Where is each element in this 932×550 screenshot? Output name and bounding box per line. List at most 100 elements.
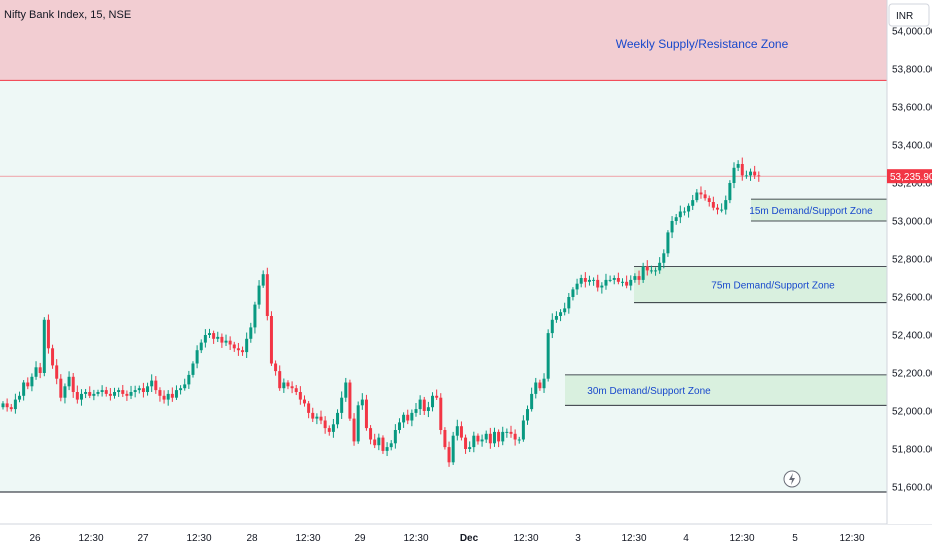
candle-body	[658, 262, 662, 271]
y-tick-label: 51,600.00	[892, 483, 932, 494]
candle-body	[377, 437, 381, 446]
candle-body	[583, 278, 587, 282]
last-price-label: 53,235.90	[890, 172, 932, 183]
candle-body	[146, 386, 150, 392]
candle-body	[530, 393, 534, 410]
candle-body	[724, 200, 728, 210]
candle-body	[526, 409, 530, 421]
candle-body	[488, 433, 492, 444]
y-tick-label: 51,800.00	[892, 445, 932, 456]
candle-body	[691, 200, 695, 206]
currency-box[interactable]	[888, 3, 930, 27]
candle-body	[464, 437, 468, 449]
candle-body	[472, 435, 476, 448]
candle-body	[757, 175, 761, 177]
candle-body	[30, 376, 34, 387]
candle-body	[1, 403, 5, 408]
candle-body	[542, 378, 546, 389]
candle-body	[431, 395, 435, 408]
candle-body	[625, 281, 629, 286]
candle-body	[480, 439, 484, 442]
candle-body	[360, 399, 364, 406]
candle-body	[51, 348, 55, 366]
candle-body	[592, 279, 596, 281]
x-tick-label: 28	[246, 533, 258, 544]
candle-body	[414, 409, 418, 413]
candle-body	[447, 447, 451, 463]
candle-body	[13, 399, 17, 410]
candle-body	[203, 335, 207, 343]
demand-zone-75m	[634, 266, 887, 303]
candle-body	[509, 431, 513, 434]
x-tick-label: 12:30	[513, 533, 538, 544]
x-tick-label: 12:30	[621, 533, 646, 544]
weekly-supply-zone-label: Weekly Supply/Resistance Zone	[616, 37, 789, 51]
candle-body	[744, 175, 748, 177]
candle-body	[538, 382, 542, 389]
candle-body	[703, 194, 707, 199]
candle-body	[9, 407, 13, 410]
x-tick-label: 12:30	[839, 533, 864, 544]
candle-body	[340, 397, 344, 413]
candle-body	[241, 350, 245, 353]
candle-body	[571, 289, 575, 297]
candle-body	[406, 414, 410, 421]
candle-body	[534, 382, 538, 394]
candle-body	[699, 192, 703, 195]
candle-body	[63, 386, 67, 398]
candle-body	[141, 388, 145, 392]
candle-body	[608, 279, 612, 281]
candle-body	[364, 399, 368, 429]
candle-body	[117, 390, 121, 392]
candle-body	[88, 392, 92, 396]
y-tick-label: 53,400.00	[892, 141, 932, 152]
candle-body	[331, 424, 335, 432]
candle-body	[158, 390, 162, 396]
candle-body	[22, 382, 26, 396]
candle-body	[170, 393, 174, 398]
candle-body	[75, 392, 79, 400]
candle-body	[587, 279, 591, 282]
chart-title: Nifty Bank Index, 15, NSE	[4, 9, 131, 21]
candle-body	[513, 433, 517, 440]
y-tick-label: 53,600.00	[892, 103, 932, 114]
x-tick-label: 4	[683, 533, 689, 544]
candle-body	[348, 382, 352, 419]
candle-body	[645, 266, 649, 271]
candle-body	[228, 340, 232, 345]
candle-body	[567, 297, 571, 309]
candle-body	[307, 403, 311, 413]
candle-body	[674, 217, 678, 221]
candle-body	[711, 202, 715, 208]
candle-body	[633, 276, 637, 280]
candle-body	[728, 183, 732, 201]
candle-body	[753, 171, 757, 176]
y-axis-background	[887, 0, 932, 524]
x-tick-label: 12:30	[729, 533, 754, 544]
candle-body	[208, 333, 211, 335]
candle-body	[468, 447, 472, 449]
candle-body	[290, 386, 294, 389]
candle-body	[100, 390, 104, 392]
demand-zones: 15m Demand/Support Zone 75m Demand/Suppor…	[565, 198, 887, 406]
candle-body	[187, 374, 191, 385]
candle-body	[162, 395, 166, 400]
candle-body	[18, 395, 22, 400]
candle-body	[179, 388, 183, 391]
candle-body	[323, 420, 327, 429]
x-tick-label: 5	[792, 533, 798, 544]
candle-body	[166, 393, 170, 400]
lightning-icon[interactable]	[783, 470, 801, 488]
candle-body	[397, 422, 401, 430]
last-price-badge	[887, 169, 932, 184]
y-tick-label: 53,800.00	[892, 65, 932, 76]
demand-zone-label-75m: 75m Demand/Support Zone	[711, 281, 835, 292]
x-axis-background	[0, 493, 932, 550]
candle-body	[327, 428, 331, 432]
candle-body	[621, 281, 624, 283]
candle-body	[315, 416, 319, 419]
candle-body	[59, 378, 63, 398]
candle-body	[422, 399, 426, 411]
candle-body	[96, 392, 100, 394]
